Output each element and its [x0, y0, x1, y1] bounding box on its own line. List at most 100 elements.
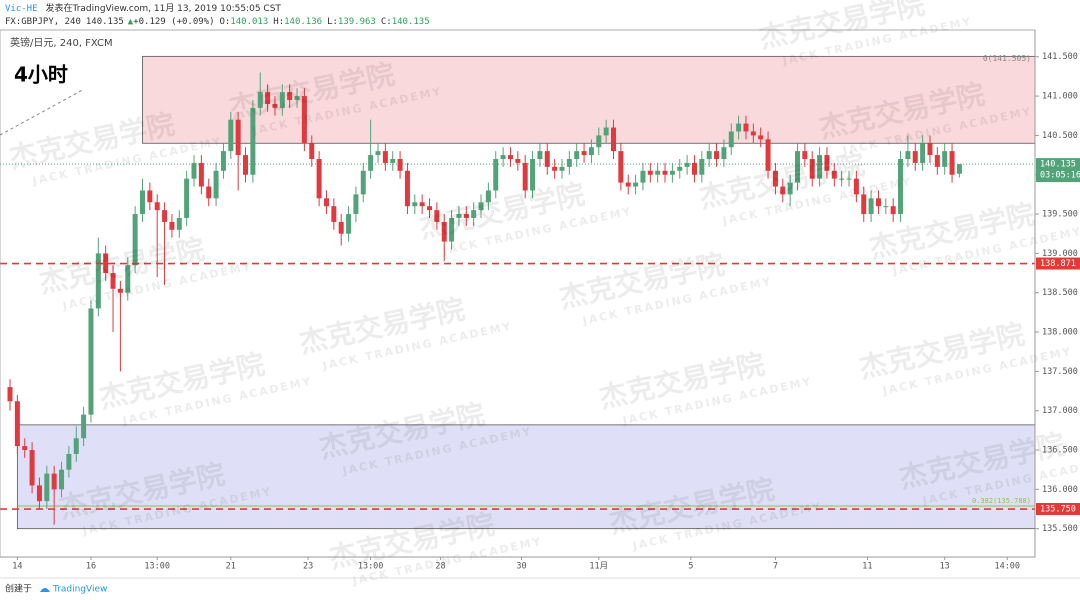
- candle-body: [323, 198, 329, 207]
- candle-body: [88, 308, 94, 415]
- last-price: 140.135: [86, 17, 124, 27]
- candle-body: [338, 221, 344, 234]
- candle-body: [220, 151, 226, 171]
- candle-body: [360, 170, 366, 195]
- candle-body: [66, 453, 72, 470]
- candle-body: [272, 103, 278, 108]
- fib-label: 0.382(135.788): [972, 497, 1031, 505]
- header-line2: FX:GBPJPY, 240 140.135 ▲+0.129 (+0.09%) O:1…: [5, 17, 430, 27]
- candle-body: [765, 139, 771, 171]
- x-tick-label: 21: [226, 562, 236, 572]
- candle-body: [59, 469, 65, 490]
- candle-body: [699, 158, 705, 175]
- x-tick-label: 13: [940, 562, 950, 572]
- header-line1: Vic-HE 发表在TradingView.com, 11月 13, 2019 1…: [5, 2, 281, 14]
- candle-body: [412, 202, 418, 207]
- candle-body: [162, 210, 168, 222]
- y-tick-label: 139.500: [1042, 210, 1078, 220]
- x-tick-label: 7: [773, 562, 778, 572]
- c-label: C:: [381, 17, 392, 27]
- candle-body: [618, 151, 624, 183]
- candle-body: [942, 151, 948, 167]
- x-tick-label: 14:00: [994, 562, 1020, 572]
- y-tick-label: 141.500: [1042, 52, 1078, 62]
- candle-body: [316, 158, 322, 199]
- y-tick-label: 135.500: [1042, 524, 1078, 534]
- candle-body: [382, 151, 388, 163]
- author: Vic-HE: [5, 4, 38, 14]
- candle-body: [677, 166, 683, 171]
- candle-body: [353, 194, 359, 215]
- x-tick-label: 11: [862, 562, 872, 572]
- candle-body: [883, 206, 889, 208]
- candle-body: [662, 170, 668, 175]
- candle-body: [243, 155, 249, 175]
- candle-body: [456, 214, 462, 218]
- candle-body: [691, 162, 697, 175]
- candle-body: [809, 158, 815, 179]
- y-tick-label: 137.000: [1042, 406, 1078, 416]
- x-tick-label: 11月: [589, 562, 608, 572]
- candle-body: [772, 170, 778, 187]
- candle-body: [287, 92, 293, 101]
- candle-body: [184, 178, 190, 218]
- c-value: 140.135: [392, 17, 430, 27]
- candle-body: [7, 387, 13, 402]
- candle-body: [235, 119, 241, 156]
- candle-body: [728, 131, 734, 148]
- candle-body: [309, 143, 315, 159]
- candle-body: [574, 151, 580, 159]
- candle-body: [427, 206, 433, 211]
- y-tick-label: 137.500: [1042, 367, 1078, 377]
- candle-body: [44, 473, 50, 502]
- candle-body: [802, 151, 808, 159]
- candle-body: [147, 190, 153, 203]
- candle-body: [434, 210, 440, 222]
- candle-body: [478, 202, 484, 211]
- candle-body: [780, 186, 786, 195]
- level-tag: [1036, 503, 1080, 516]
- candle-body: [625, 182, 631, 187]
- plot-area: 0(141.505) 0.382(135.788): [0, 54, 1036, 530]
- brand-icon: [40, 588, 50, 592]
- y-tick-label: 138.000: [1042, 328, 1078, 338]
- candle-body: [191, 162, 197, 179]
- candle-body: [139, 190, 145, 215]
- footer-created: 创建于: [5, 583, 32, 595]
- candle-body: [640, 170, 646, 183]
- o-label: O:: [220, 17, 231, 27]
- candle-body: [530, 158, 536, 191]
- candle-body: [117, 288, 123, 293]
- candle-body: [868, 198, 874, 215]
- candle-body: [125, 265, 131, 293]
- candle-body: [346, 214, 352, 234]
- y-tick-label: 136.000: [1042, 485, 1078, 495]
- symbol: FX:GBPJPY, 240: [5, 17, 81, 27]
- candle-body: [611, 127, 617, 152]
- candle-body: [507, 155, 513, 159]
- h-label: H:: [273, 17, 284, 27]
- candle-body: [795, 151, 801, 183]
- candle-body: [633, 182, 639, 187]
- y-tick-label: 141.000: [1042, 92, 1078, 102]
- candle-body: [471, 210, 477, 218]
- candle-body: [949, 151, 955, 175]
- candle-body: [294, 96, 300, 101]
- candle-body: [103, 253, 109, 274]
- candle-body: [603, 127, 609, 136]
- candle-body: [846, 178, 852, 180]
- candle-body: [714, 151, 720, 159]
- x-tick-label: 23: [303, 562, 313, 572]
- candle-body: [588, 147, 594, 156]
- candle-body: [485, 190, 491, 203]
- candle-body: [706, 151, 712, 159]
- x-tick-label: 28: [435, 562, 445, 572]
- candle-body: [552, 166, 558, 171]
- candle-body: [169, 221, 175, 230]
- candle-body: [787, 182, 793, 195]
- candle-body: [758, 135, 764, 140]
- candle-body: [544, 151, 550, 167]
- candle-body: [522, 162, 528, 191]
- candle-body: [198, 162, 204, 187]
- candle-body: [817, 155, 823, 179]
